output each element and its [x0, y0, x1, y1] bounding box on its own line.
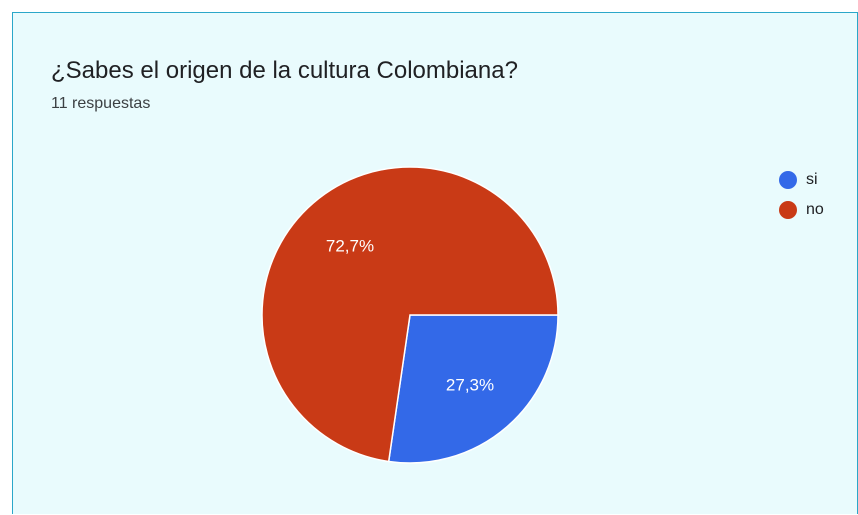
pie-slice-no[interactable] — [261, 166, 559, 463]
legend-dot-icon — [779, 171, 797, 189]
legend-item-no[interactable]: no — [779, 198, 824, 222]
response-count: 11 respuestas — [51, 95, 151, 112]
slice-label-no: 72,7% — [326, 237, 374, 256]
legend-label: si — [806, 171, 818, 188]
legend-item-si[interactable]: si — [779, 168, 824, 192]
chart-legend: si no — [779, 168, 824, 228]
question-title: ¿Sabes el origen de la cultura Colombian… — [51, 57, 518, 84]
legend-label: no — [806, 201, 824, 218]
legend-dot-icon — [779, 201, 797, 219]
slice-label-si: 27,3% — [446, 375, 494, 394]
pie-slice-si[interactable] — [387, 314, 559, 464]
question-card: ¿Sabes el origen de la cultura Colombian… — [12, 12, 858, 514]
pie-chart: 27,3% 72,7% — [261, 166, 559, 464]
